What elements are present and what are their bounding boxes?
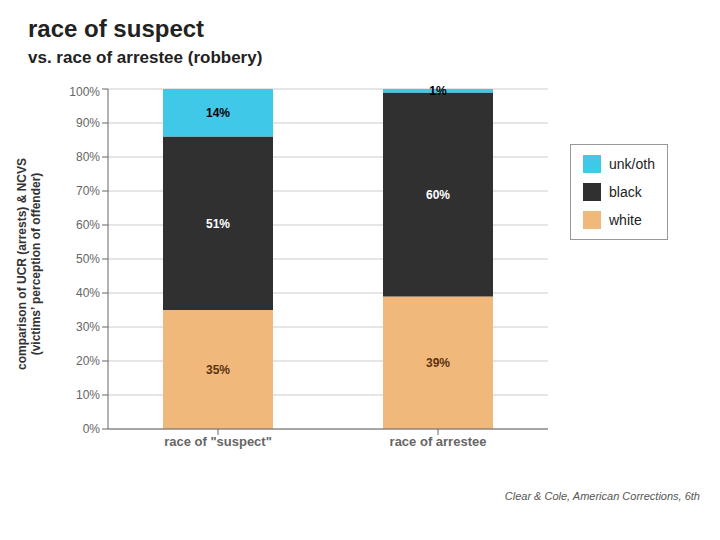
html-text:black: black	[609, 184, 642, 200]
svg-text:0%: 0%	[83, 422, 101, 436]
svg-text:14%: 14%	[206, 106, 230, 120]
svg-text:60%: 60%	[76, 218, 100, 232]
svg-text:20%: 20%	[76, 354, 100, 368]
svg-text:10%: 10%	[76, 388, 100, 402]
svg-text:90%: 90%	[76, 116, 100, 130]
svg-text:35%: 35%	[206, 363, 230, 377]
html-text:race of suspect: race of suspect	[28, 15, 205, 42]
html-text:vs. race of arrestee (robbery): vs. race of arrestee (robbery)	[28, 48, 263, 67]
svg-text:51%: 51%	[206, 217, 230, 231]
svg-text:race of "suspect": race of "suspect"	[164, 434, 272, 449]
svg-text:60%: 60%	[426, 188, 450, 202]
svg-text:40%: 40%	[76, 286, 100, 300]
svg-text:100%: 100%	[69, 85, 100, 99]
svg-text:39%: 39%	[426, 356, 450, 370]
svg-text:30%: 30%	[76, 320, 100, 334]
html-text:unk/oth: unk/oth	[609, 156, 655, 172]
svg-text:race of arrestee: race of arrestee	[390, 434, 487, 449]
svg-text:50%: 50%	[76, 252, 100, 266]
svg-text:80%: 80%	[76, 150, 100, 164]
html-text:white: white	[609, 212, 642, 228]
svg-text:1%: 1%	[429, 84, 447, 98]
svg-text:70%: 70%	[76, 184, 100, 198]
html-text:Clear & Cole, American Correct: Clear & Cole, American Corrections, 6th	[504, 490, 700, 502]
svg-text:comparison of UCR (arrests) &: comparison of UCR (arrests) & NCVS(victi…	[15, 158, 43, 370]
